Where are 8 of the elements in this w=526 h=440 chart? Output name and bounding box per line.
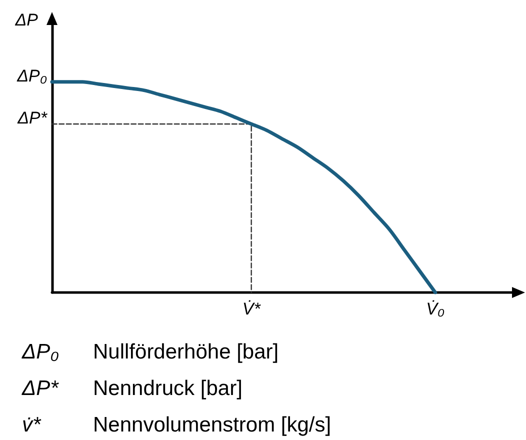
text: v̇* Nennvolumenstrom [kg/s] xyxy=(22,414,332,436)
x-tick-label: V̇* xyxy=(242,300,262,318)
text: ΔP* xyxy=(16,108,48,128)
text: ΔP₀ Nullförderhöhe [bar] xyxy=(22,340,279,364)
text: ΔP* Nenndruck [bar] xyxy=(22,377,242,400)
y-axis-title: ΔP xyxy=(14,10,39,30)
x-tick-label: V̇₀ xyxy=(426,300,445,318)
text: ΔP₀ xyxy=(16,66,47,86)
